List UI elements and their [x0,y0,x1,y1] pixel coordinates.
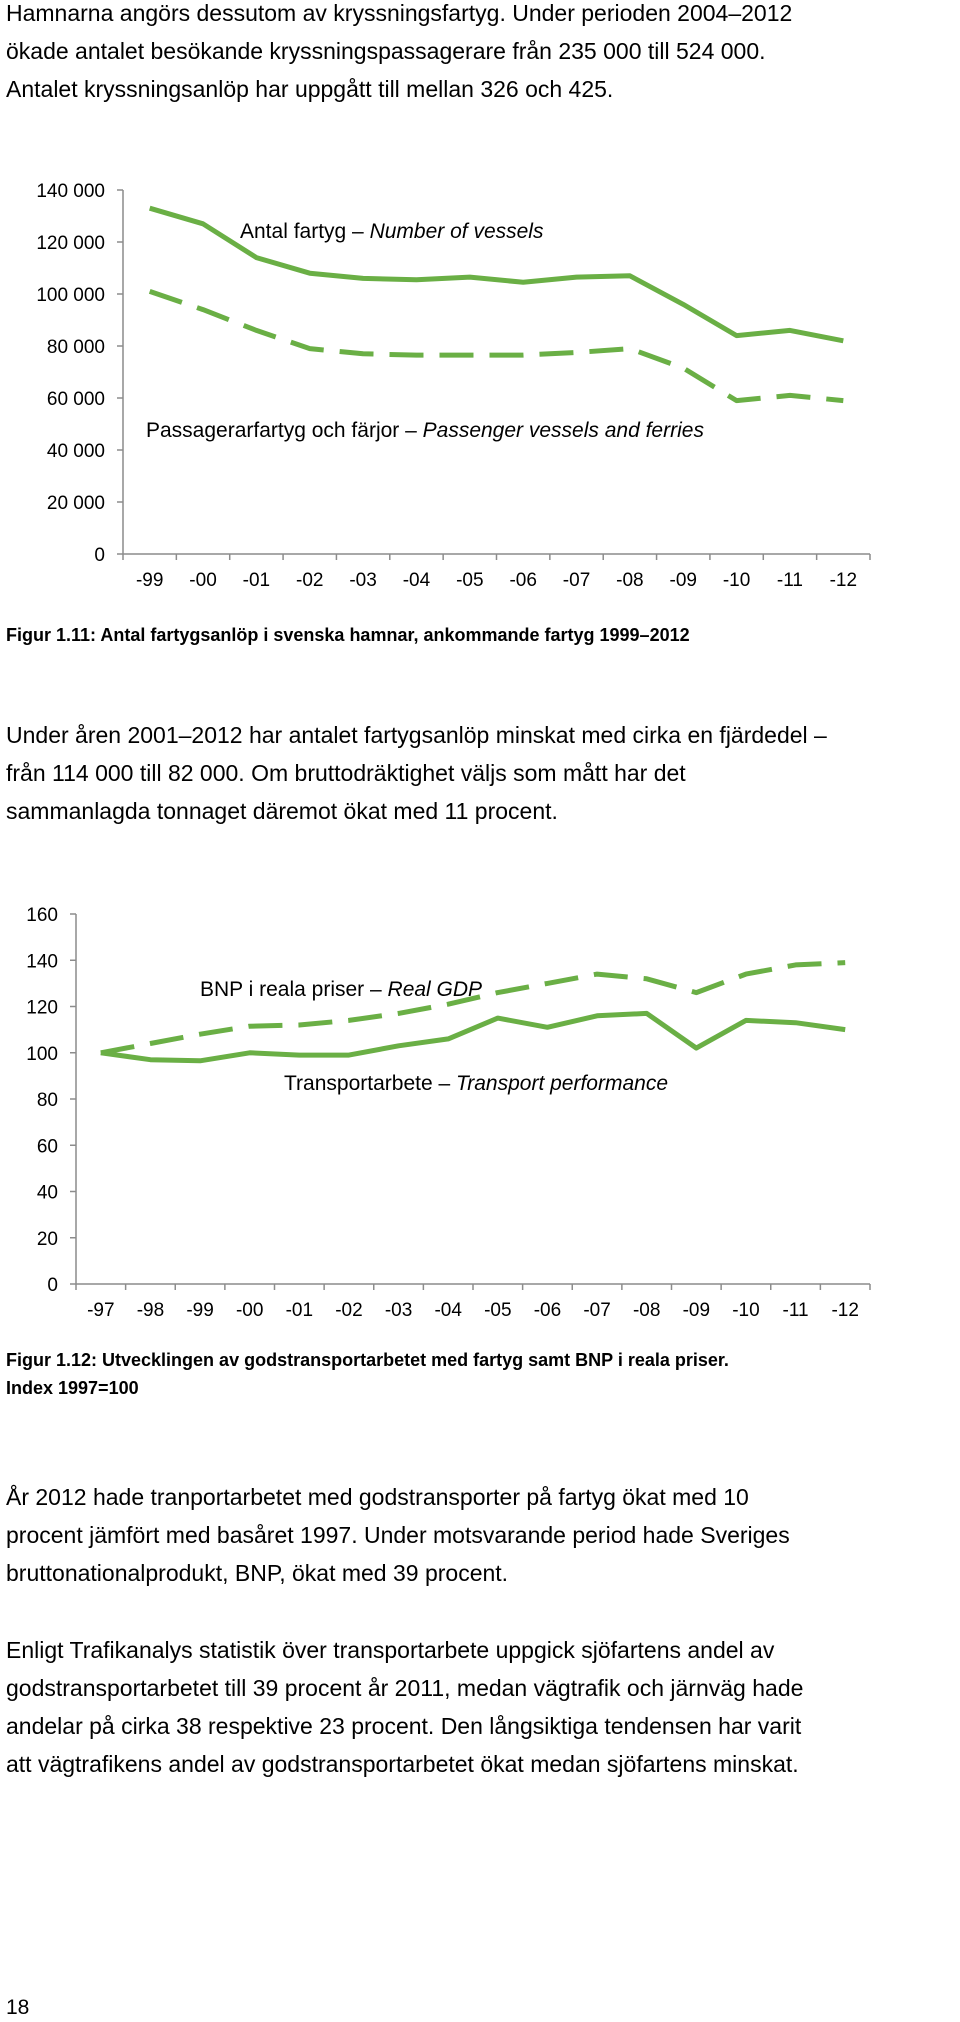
y-tick-label: 140 [26,951,58,972]
series-line-dashed [148,289,844,404]
x-tick-label: -98 [137,1300,164,1321]
y-axis-ticks: 0 20 40 60 80 100 120 140 160 [26,905,76,1296]
x-tick-label: -03 [385,1300,412,1321]
series-line-dashed [100,960,846,1056]
series-label-real-gdp: BNP i reala priser – Real GDP [200,978,482,1001]
x-tick-label: -11 [783,1300,809,1321]
x-axis-ticks: -97 -98 -99 -00 -01 -02 -03 -04 -05 -06 -07 -08 -09 -… [75,1284,871,1321]
chart-series [100,960,846,1064]
x-tick-label: -04 [434,1300,462,1321]
figure-caption-1: Figur 1.11: Antal fartygsanlöp i svenska… [6,625,690,645]
series-label-passenger-vessels: Passagerarfartyg och färjor – Passenger … [146,419,704,442]
paragraph-4: Enligt Trafikanalys statistik över trans… [6,1631,956,1783]
y-tick-label: 140 000 [36,181,105,202]
page-number: 18 [6,1996,30,2019]
figure-caption-2: Figur 1.12: Utvecklingen av godstranspor… [6,1346,956,1402]
x-tick-label: -99 [186,1300,213,1321]
caption-line: Figur 1.12: Utvecklingen av godstranspor… [6,1350,729,1370]
y-tick-label: 120 000 [36,233,105,254]
x-tick-label: -01 [243,570,270,591]
y-tick-label: 40 [37,1183,58,1204]
chart-axes [75,914,870,1285]
paragraph-line: Hamnarna angörs dessutom av kryssningsfa… [6,0,793,26]
x-tick-label: -97 [87,1300,114,1321]
y-tick-label: 60 000 [47,389,105,410]
paragraph-line: Antalet kryssningsanlöp har uppgått till… [6,76,614,102]
paragraph-line: från 114 000 till 82 000. Om bruttodräkt… [6,760,686,786]
x-axis-ticks: -99 -00 -01 -02 -03 -04 -05 -06 -07 -08 -09 -10 -11 -… [122,554,871,591]
x-tick-label: -08 [633,1300,660,1321]
paragraph-line: År 2012 hade tranportarbetet med godstra… [6,1484,749,1510]
x-tick-label: -08 [616,570,643,591]
x-tick-label: -01 [286,1300,313,1321]
x-tick-label: -12 [831,1300,858,1321]
x-tick-label: -00 [236,1300,263,1321]
paragraph-line: bruttonationalprodukt, BNP, ökat med 39 … [6,1560,509,1586]
x-tick-label: -00 [189,570,216,591]
y-tick-label: 80 000 [47,337,105,358]
y-tick-label: 0 [47,1275,58,1296]
y-tick-label: 120 [26,998,58,1019]
x-tick-label: -03 [349,570,376,591]
x-tick-label: -04 [403,570,431,591]
paragraph-line: godstransportarbetet till 39 procent år … [6,1675,804,1701]
y-tick-label: 160 [26,905,58,926]
x-tick-label: -10 [732,1300,759,1321]
paragraph-line: att vägtrafikens andel av godstransporta… [6,1751,799,1777]
transport-gdp-line-chart: 0 20 40 60 80 100 120 140 160 -97 -98 -99 -00 -01 -02… [26,905,871,1321]
x-tick-label: -10 [723,570,750,591]
vessels-line-chart: 0 20 000 40 000 60 000 80 000 100 000 120 000 1… [36,181,871,591]
y-tick-label: 60 [37,1136,58,1157]
y-tick-label: 100 000 [36,285,105,306]
x-tick-label: -12 [830,570,857,591]
paragraph-line: Under åren 2001–2012 har antalet fartygs… [6,722,827,748]
y-tick-label: 20 000 [47,493,105,514]
series-label-vessels: Antal fartyg – Number of vessels [240,220,544,243]
paragraph-line: sammanlagda tonnaget däremot ökat med 11… [6,798,558,824]
x-tick-label: -02 [335,1300,362,1321]
x-tick-label: -07 [583,1300,610,1321]
x-tick-label: -06 [534,1300,561,1321]
paragraph-line: ökade antalet besökande kryssningspassag… [6,38,766,64]
y-tick-label: 80 [37,1090,58,1111]
x-tick-label: -99 [136,570,163,591]
x-tick-label: -11 [777,570,803,591]
y-axis-ticks: 0 20 000 40 000 60 000 80 000 100 000 120 000 1… [36,181,123,566]
paragraph-line: procent jämfört med basåret 1997. Under … [6,1522,790,1548]
x-tick-label: -09 [670,570,697,591]
paragraph-line: Enligt Trafikanalys statistik över trans… [6,1637,775,1663]
caption-line: Index 1997=100 [6,1378,139,1398]
x-tick-label: -02 [296,570,323,591]
paragraph-line: andelar på cirka 38 respektive 23 procen… [6,1713,802,1739]
x-tick-label: -05 [484,1300,511,1321]
paragraph-2: Under åren 2001–2012 har antalet fartygs… [6,716,956,830]
series-label-transport-performance: Transportarbete – Transport performance [284,1072,668,1095]
intro-paragraph: Hamnarna angörs dessutom av kryssningsfa… [6,0,956,108]
x-tick-label: -06 [509,570,536,591]
series-line-solid [148,205,844,344]
y-tick-label: 100 [26,1044,58,1065]
chart-series [148,205,844,404]
y-tick-label: 40 000 [47,441,105,462]
y-tick-label: 20 [37,1229,58,1250]
paragraph-3: År 2012 hade tranportarbetet med godstra… [6,1478,956,1592]
series-line-solid [100,1010,846,1064]
x-tick-label: -09 [683,1300,710,1321]
x-tick-label: -05 [456,570,483,591]
x-tick-label: -07 [563,570,590,591]
y-tick-label: 0 [94,545,105,566]
